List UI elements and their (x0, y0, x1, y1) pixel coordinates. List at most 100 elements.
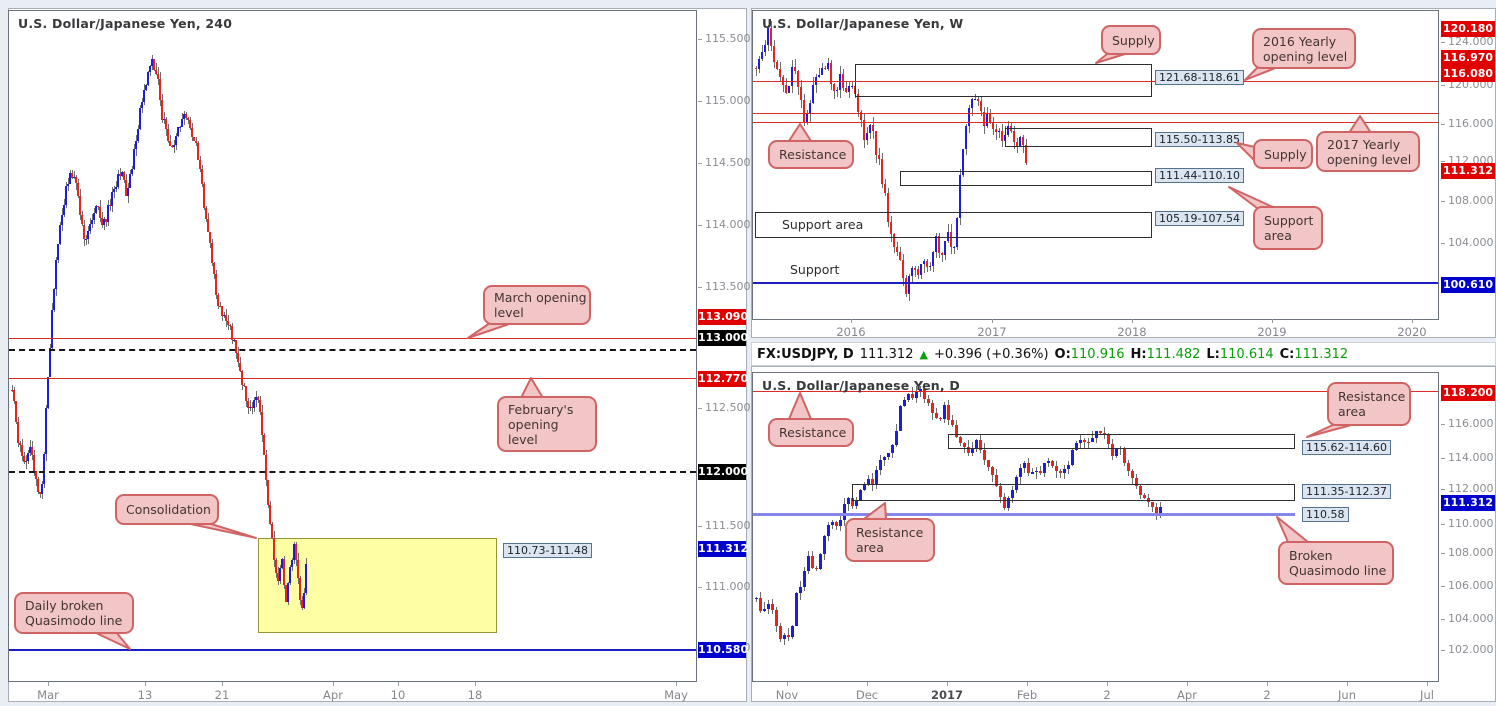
candle-wick (170, 134, 171, 146)
callout-text: March opening (494, 290, 587, 305)
price-flag-110.580: 110.580 (698, 642, 749, 658)
candle-down (123, 171, 125, 180)
candle-up (289, 566, 291, 584)
y-tick-mark (698, 526, 702, 527)
candle-down (39, 492, 41, 495)
candle-up (127, 188, 129, 196)
price-level-line[interactable] (753, 391, 1438, 392)
candle-up (883, 457, 886, 461)
candle-up (43, 453, 45, 484)
candle-down (887, 192, 889, 222)
candle-down (165, 118, 167, 129)
annotation-callout[interactable]: Broken Quasimodo line (1278, 541, 1394, 585)
candle-down (1139, 486, 1142, 496)
candle-down (759, 597, 762, 611)
candle-down (37, 478, 39, 493)
annotation-callout[interactable]: Supply (1101, 25, 1161, 55)
callout-text: Daily broken (25, 598, 104, 613)
candle-up (59, 225, 61, 245)
candle-up (783, 634, 786, 639)
candle-wick (884, 456, 885, 467)
y-tick-label: 111.500 (705, 519, 751, 532)
price-level-line[interactable] (9, 378, 696, 379)
annotation-callout[interactable]: Resistance (768, 140, 854, 169)
annotation-callout[interactable]: 2017 Yearly opening level (1316, 131, 1420, 172)
candle-down (35, 471, 37, 479)
y-tick-mark (698, 287, 702, 288)
annotation-callout[interactable]: Resistance area (845, 518, 935, 562)
candle-up (1159, 506, 1162, 515)
candle-up (974, 98, 976, 100)
price-level-line[interactable] (753, 282, 1438, 284)
candle-up (163, 118, 165, 120)
candle-up (827, 63, 829, 69)
x-tick-label: 21 (214, 688, 230, 702)
price-level-line[interactable] (9, 649, 696, 651)
zone-range-label: 111.35-112.37 (1302, 484, 1391, 499)
candle-up (968, 107, 970, 126)
candle-up (1047, 460, 1050, 463)
price-flag-120.180: 120.180 (1441, 21, 1495, 37)
candle-up (291, 560, 293, 567)
supply-demand-zone-box[interactable] (900, 171, 1152, 186)
annotation-callout[interactable]: Support area (1253, 206, 1323, 250)
candle-up (943, 405, 946, 419)
annotation-callout[interactable]: Supply (1253, 139, 1313, 169)
chart-title-daily: U.S. Dollar/Japanese Yen, D (762, 378, 960, 393)
candle-up (899, 406, 902, 431)
annotation-callout[interactable]: Resistance area (1327, 382, 1411, 426)
price-flag-113.090: 113.090 (698, 309, 749, 325)
price-level-line[interactable] (753, 122, 1438, 123)
supply-demand-zone-box[interactable] (1005, 128, 1152, 147)
candle-down (890, 221, 892, 235)
candle-wick (1040, 465, 1041, 475)
supply-demand-zone-box[interactable] (755, 212, 1152, 238)
candle-down (881, 158, 883, 185)
annotation-callout[interactable]: Consolidation (115, 494, 219, 525)
candle-up (869, 125, 871, 133)
candle-up (89, 224, 91, 232)
supply-demand-zone-box[interactable] (852, 484, 1295, 501)
price-level-line[interactable] (753, 513, 1295, 516)
annotation-callout[interactable]: Resistance (768, 418, 854, 447)
candle-down (15, 401, 17, 423)
price-flag-100.610: 100.610 (1441, 277, 1495, 293)
price-flag-111.312: 111.312 (1441, 163, 1495, 179)
x-tick-mark (787, 682, 788, 686)
candle-down (277, 572, 279, 582)
candle-up (223, 314, 225, 317)
candle-wick (912, 387, 913, 400)
annotation-callout[interactable]: 2016 Yearly opening level (1252, 28, 1356, 69)
candle-up (843, 504, 846, 520)
annotation-callout[interactable]: February's opening level (497, 396, 597, 452)
candle-up (764, 45, 766, 52)
candle-up (959, 174, 961, 219)
price-level-line[interactable] (9, 471, 696, 473)
y-tick-label: 104.000 (1448, 236, 1494, 249)
candle-down (991, 466, 994, 475)
callout-text: Support (1264, 213, 1314, 228)
consolidation-zone-box[interactable] (258, 538, 497, 633)
y-tick-mark (1441, 586, 1445, 587)
candle-wick (846, 81, 847, 94)
candle-down (213, 263, 215, 274)
price-level-line[interactable] (753, 81, 1438, 82)
annotation-callout[interactable]: Daily broken Quasimodo line (14, 592, 134, 634)
candle-up (111, 191, 113, 206)
price-level-line[interactable] (753, 113, 1438, 114)
candle-down (263, 435, 265, 456)
y-tick-label: 108.000 (1448, 546, 1494, 559)
candle-down (97, 205, 99, 207)
supply-demand-zone-box[interactable] (948, 434, 1295, 449)
candle-up (293, 543, 295, 561)
annotation-callout[interactable]: March opening level (483, 285, 591, 325)
candle-up (57, 244, 59, 260)
supply-demand-zone-box[interactable] (855, 64, 1152, 97)
price-level-line[interactable] (9, 338, 696, 339)
candle-down (1025, 145, 1027, 164)
candle-up (903, 399, 906, 407)
x-tick-label: May (664, 688, 688, 702)
price-level-line[interactable] (9, 349, 696, 351)
candle-up (998, 130, 1000, 132)
zone-range-label: 105.19-107.54 (1155, 211, 1244, 226)
